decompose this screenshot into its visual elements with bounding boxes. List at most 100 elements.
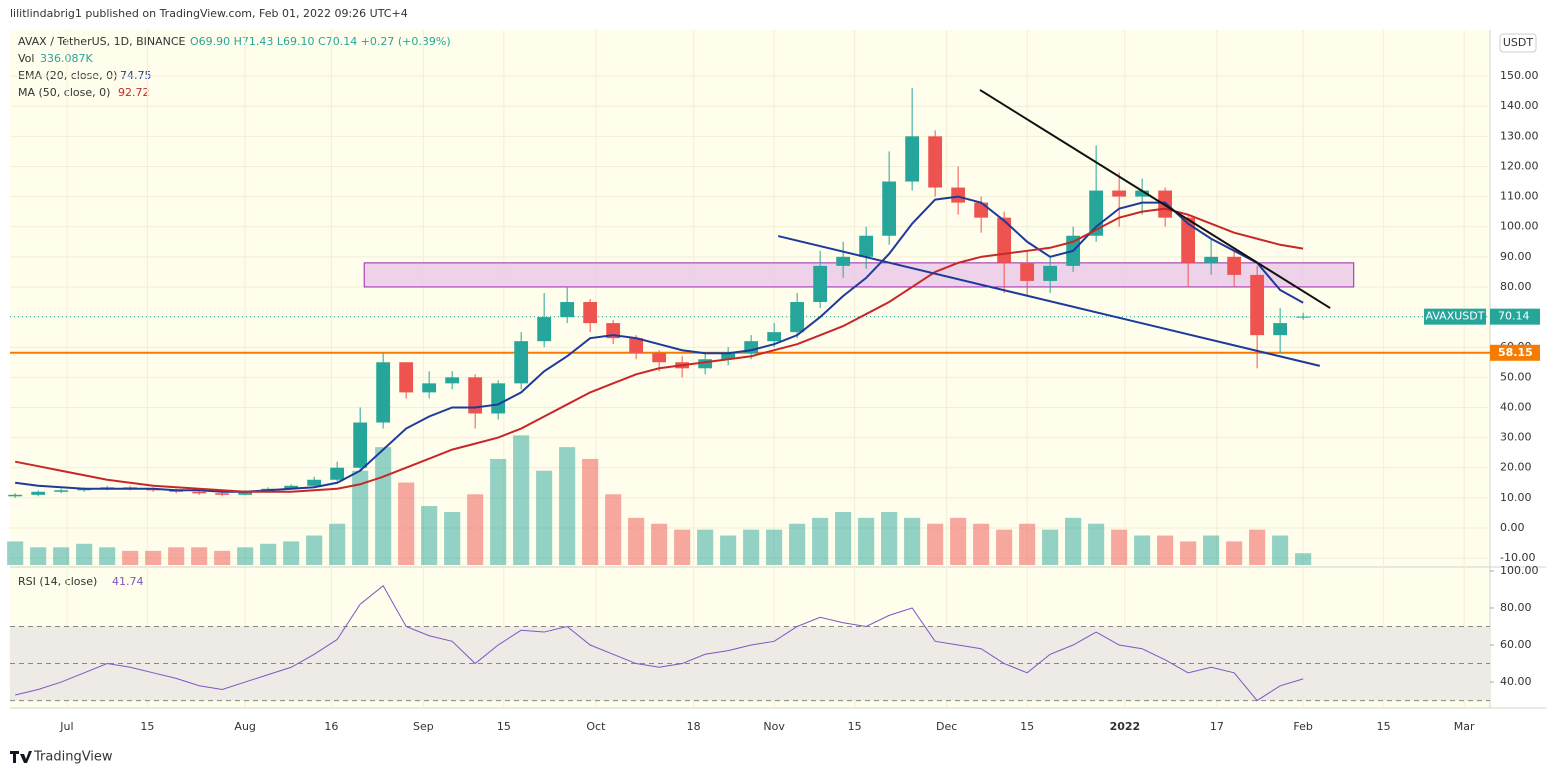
candle-body (8, 494, 23, 497)
x-tick-label: Nov (763, 720, 785, 733)
trendline (979, 89, 1331, 309)
volume-bar (283, 541, 300, 565)
candle-body (1020, 262, 1035, 281)
footer: TradingView (33, 750, 113, 765)
volume-bar (605, 494, 622, 565)
volume-bar (950, 517, 967, 565)
volume-bar (697, 529, 714, 565)
candle-body (905, 136, 920, 182)
candle-body (813, 265, 828, 303)
y-tick-label: 20.00 (1500, 461, 1532, 474)
x-tick-label: Jul (59, 720, 73, 733)
candle-body (836, 256, 851, 266)
volume-bar (1249, 529, 1266, 565)
candle-body (330, 467, 345, 480)
y-tick-label: 50.00 (1500, 370, 1532, 383)
volume-bar (352, 470, 369, 565)
volume-bar (306, 535, 323, 565)
volume-bar (1065, 517, 1082, 565)
rsi-tick-label: 80.00 (1500, 601, 1532, 614)
currency-box[interactable] (1499, 33, 1537, 53)
volume-bar (467, 494, 484, 565)
candle-body (238, 491, 253, 495)
volume-bar (7, 541, 24, 565)
volume-bar (766, 529, 783, 565)
candle-body (721, 353, 736, 360)
candle-body (790, 302, 805, 333)
volume-bar (536, 470, 553, 565)
x-tick-label: 15 (497, 720, 511, 733)
candle-body (31, 491, 46, 495)
volume-bar (490, 458, 507, 565)
legend-ma-value: 92.72 (118, 86, 150, 99)
volume-bar (260, 543, 277, 565)
volume-bar (1134, 535, 1151, 565)
price-tag (1490, 344, 1540, 361)
candle-body (1135, 190, 1150, 197)
y-tick-label: 0.00 (1500, 521, 1525, 534)
volume-bar (1111, 529, 1128, 565)
candle-body (1112, 190, 1127, 197)
candle-body (951, 187, 966, 203)
volume-bar (1042, 529, 1059, 565)
candle-body (1250, 274, 1265, 336)
volume-bar (214, 550, 231, 565)
ma-line (14, 207, 1304, 493)
volume-bar (1019, 523, 1036, 565)
rsi-value: 41.74 (112, 575, 144, 588)
candle-body (629, 338, 644, 354)
candle-body (54, 490, 69, 492)
y-tick-label: 80.00 (1500, 280, 1532, 293)
y-tick-label: 140.00 (1500, 99, 1539, 112)
volume-bar (904, 517, 921, 565)
candle-body (606, 323, 621, 339)
currency: USDT (1503, 36, 1534, 49)
volume-bar (858, 517, 875, 565)
candle-body (698, 359, 713, 369)
candle-body (1296, 316, 1311, 318)
x-tick-label: 2022 (1110, 720, 1141, 733)
candle-body (307, 479, 322, 486)
y-tick-label: 100.00 (1500, 220, 1539, 233)
volume-bar (720, 535, 737, 565)
volume-bar (628, 517, 645, 565)
y-tick-label: 150.00 (1500, 69, 1539, 82)
candle-body (583, 302, 598, 324)
candle-body (399, 362, 414, 393)
candle-body (468, 377, 483, 414)
x-tick-label: 15 (1377, 720, 1391, 733)
volume-bar (789, 523, 806, 565)
candle-body (1181, 217, 1196, 263)
rsi-line (15, 584, 1304, 702)
x-tick-label: Feb (1293, 720, 1312, 733)
candle-body (215, 493, 230, 495)
x-tick-label: Aug (234, 720, 255, 733)
symbol-label: AVAXUSDT (1426, 310, 1485, 323)
volume-bar (996, 529, 1013, 565)
volume-bar (145, 550, 162, 565)
x-tick-label: 15 (1020, 720, 1034, 733)
volume-bar (122, 550, 139, 565)
candle-body (652, 353, 667, 363)
y-tick-label: 40.00 (1500, 400, 1532, 413)
candle-body (192, 491, 207, 494)
candle-body (767, 332, 782, 342)
volume-bar (1295, 553, 1312, 565)
y-tick-label: 10.00 (1500, 491, 1532, 504)
ohlc: O69.90 H71.43 L69.10 C70.14 +0.27 (+0.39… (190, 35, 451, 48)
price-tag (1490, 308, 1540, 325)
legend-ema-value: 74.75 (120, 69, 152, 82)
candle-body (491, 383, 506, 414)
candle-body (560, 302, 575, 318)
trendline (777, 235, 1321, 367)
y-tick-label: 30.00 (1500, 431, 1532, 444)
volume-bar (53, 547, 70, 565)
volume-bar (1180, 541, 1197, 565)
candle-body (537, 317, 552, 342)
volume-bar (835, 511, 852, 565)
volume-bar (582, 458, 599, 565)
volume-bar (1226, 541, 1243, 565)
candle-body (997, 217, 1012, 263)
